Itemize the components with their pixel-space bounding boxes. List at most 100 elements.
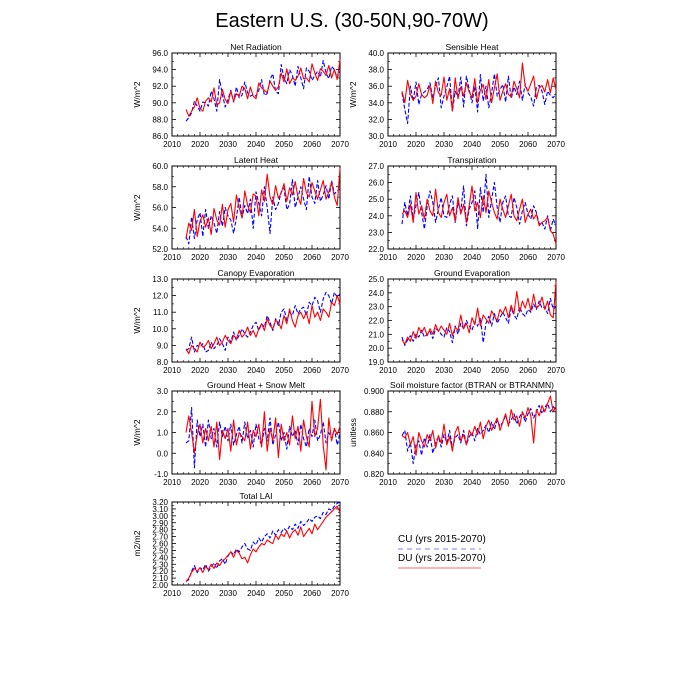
chart-panel: Soil moisture factor (BTRAN or BTRANMN) u… [348,380,565,487]
x-tick-label: 2050 [491,253,509,262]
x-tick-label: 2060 [303,478,321,487]
chart-panel: Total LAI m2/m2 2010 2020 2030 2040 2050 2060 20… [132,491,349,598]
x-tick-label: 2050 [275,589,293,598]
y-tick-label: 2.50 [152,546,168,555]
y-tick-label: 26.0 [368,179,384,188]
panel-title: Ground Heat + Snow Melt [207,380,306,390]
panel-title: Sensible Heat [446,42,500,52]
series-line-cu [185,291,341,353]
chart-panels: Net Radiation W/m^2 2010 2020 2030 2040 2050 20… [132,42,565,598]
y-tick-label: 40.0 [368,49,384,58]
y-tick-label: 2.00 [152,581,168,590]
y-tick-label: 86.0 [152,132,168,141]
chart-panel: Ground Heat + Snow Melt W/m^2 2010 2020 2030… [132,380,349,487]
y-axis-label: W/m^2 [132,307,142,333]
x-tick-label: 2020 [191,366,209,375]
x-tick-label: 2020 [407,253,425,262]
y-tick-label: 2.80 [152,526,168,535]
x-tick-label: 2020 [191,478,209,487]
y-tick-label: 3.0 [157,387,169,396]
y-tick-label: 2.20 [152,567,168,576]
y-tick-label: 27.0 [368,162,384,171]
series-line-du [185,168,341,239]
x-tick-label: 2040 [247,589,265,598]
y-tick-label: 38.0 [368,66,384,75]
x-tick-label: 2070 [331,366,349,375]
y-tick-label: 0.0 [157,449,169,458]
y-tick-label: 21.0 [368,330,384,339]
panel-title: Soil moisture factor (BTRAN or BTRANMN) [390,380,554,390]
x-tick-label: 2020 [407,140,425,149]
x-tick-label: 2060 [303,589,321,598]
x-tick-label: 2010 [163,140,181,149]
x-tick-label: 2010 [163,589,181,598]
series-line-du [185,505,341,582]
y-tick-label: 2.10 [152,574,168,583]
y-tick-label: 11.0 [153,308,169,317]
y-tick-label: 3.20 [152,498,168,507]
panel-title: Net Radiation [230,42,282,52]
y-tick-label: 0.880 [364,408,385,417]
y-tick-label: 52.0 [152,245,168,254]
x-tick-label: 2050 [491,140,509,149]
y-tick-label: 12.0 [152,292,168,301]
y-tick-label: 0.840 [364,449,385,458]
x-tick-label: 2070 [547,140,565,149]
x-tick-label: 2070 [331,589,349,598]
chart-panel: Transpiration 2010 2020 2030 2040 2050 2060 207… [368,155,565,262]
y-tick-label: 3.10 [152,505,168,514]
y-tick-label: 90.0 [152,99,168,108]
y-tick-label: 2.0 [157,408,169,417]
y-tick-label: 2.40 [152,553,168,562]
y-axis-label: W/m^2 [348,81,358,107]
x-tick-label: 2060 [303,253,321,262]
x-tick-label: 2070 [547,253,565,262]
y-axis-label: W/m^2 [132,194,142,220]
x-tick-label: 2030 [435,253,453,262]
x-tick-label: 2030 [219,253,237,262]
y-tick-label: 24.0 [368,212,384,221]
y-tick-label: 8.0 [157,358,169,367]
x-tick-label: 2010 [379,366,397,375]
y-tick-label: 23.0 [368,303,384,312]
x-tick-label: 2040 [247,253,265,262]
x-tick-label: 2050 [491,366,509,375]
x-tick-label: 2020 [191,589,209,598]
x-tick-label: 2050 [275,253,293,262]
panel-title: Canopy Evaporation [217,268,294,278]
x-tick-label: 2040 [463,478,481,487]
y-tick-label: 22.0 [368,245,384,254]
y-tick-label: 2.60 [152,540,168,549]
y-tick-label: 3.00 [152,512,168,521]
chart-panel: Net Radiation W/m^2 2010 2020 2030 2040 2050 20… [132,42,349,149]
chart-panel: Canopy Evaporation W/m^2 2010 2020 2030 2040 2… [132,268,349,375]
x-tick-label: 2010 [379,253,397,262]
y-axis-label: m2/m2 [132,530,142,556]
y-tick-label: 23.0 [368,228,384,237]
x-tick-label: 2050 [275,140,293,149]
x-tick-label: 2010 [163,366,181,375]
chart-panel: Ground Evaporation 2010 2020 2030 2040 2050 20… [368,268,565,375]
legend-label-du: DU (yrs 2015-2070) [398,553,486,564]
y-axis-label: W/m^2 [132,419,142,445]
x-tick-label: 2040 [247,140,265,149]
series-line-du [401,185,557,245]
legend: CU (yrs 2015-2070) DU (yrs 2015-2070) [398,534,486,569]
x-tick-label: 2070 [331,478,349,487]
figure-title: Eastern U.S. (30-50N,90-70W) [215,10,488,32]
series-line-cu [401,402,557,465]
chart-panel: Sensible Heat W/m^2 2010 2020 2030 2040 2050 20… [348,42,565,149]
series-line-du [185,295,341,355]
x-tick-label: 2030 [219,366,237,375]
y-tick-label: 2.70 [152,533,168,542]
plot-frame [171,278,341,363]
x-tick-label: 2060 [519,478,537,487]
series-line-cu [185,501,341,582]
x-tick-label: 2010 [163,253,181,262]
x-tick-label: 2030 [219,589,237,598]
y-tick-label: 56.0 [152,204,168,213]
x-tick-label: 2030 [219,140,237,149]
x-tick-label: 2060 [519,140,537,149]
series-line-cu [401,297,557,346]
